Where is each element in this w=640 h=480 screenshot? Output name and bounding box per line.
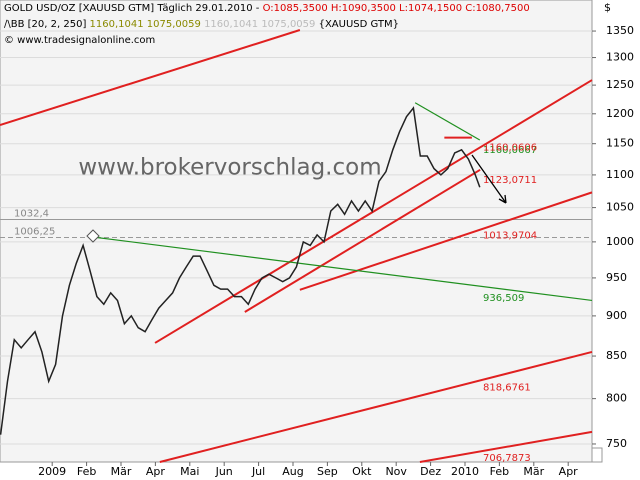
x-tick-label: 2010 — [451, 465, 479, 478]
y-tick-label: 750 — [606, 437, 627, 450]
trendline — [0, 29, 301, 126]
peak-marker — [86, 229, 100, 243]
y-tick-label: 1350 — [606, 24, 634, 37]
y-tick-label: 900 — [606, 309, 627, 322]
trendline — [419, 430, 593, 463]
y-tick-label: 1000 — [606, 235, 634, 248]
trendline-label: 1123,0711 — [483, 175, 537, 186]
y-tick-label: 1300 — [606, 51, 634, 64]
trendline — [159, 350, 593, 463]
trendline-label: 936,509 — [483, 293, 524, 304]
plot-layer: 1032,4 1006,25 1123,0711 1013,9704 818,6761 7… — [0, 29, 593, 464]
x-tick-label: Mär — [111, 465, 132, 478]
indicator-legend: ∕\BB [20, 2, 250] 1160,1041 1075,0059 11… — [4, 19, 399, 30]
y-tick-label: 1250 — [606, 78, 634, 91]
x-tick-label: Dez — [420, 465, 441, 478]
x-tick-label: Mai — [180, 465, 199, 478]
trendline-label: 1160,0667 — [483, 145, 537, 156]
currency-label: $ — [604, 1, 611, 14]
indicator-values: 1160,1041 1075,0059 — [90, 19, 201, 30]
trendline — [414, 102, 481, 141]
ohlc-text: O:1085,3500 H:1090,3500 L:1074,1500 C:10… — [263, 3, 530, 14]
trendline-label: 706,7873 — [483, 453, 531, 464]
x-tick-label: Sep — [317, 465, 338, 478]
x-tick-label: Mär — [523, 465, 544, 478]
chart-title: GOLD USD/OZ [XAUUSD GTM] Täglich 29.01.2… — [4, 3, 530, 14]
corner-box — [591, 447, 603, 463]
x-tick-label: Okt — [352, 465, 372, 478]
trendline — [92, 236, 593, 302]
x-tick-label: Aug — [282, 465, 303, 478]
x-tick-label: Nov — [385, 465, 407, 478]
y-tick-label: 1200 — [606, 107, 634, 120]
indicator-values: 1160,1041 1075,0059 — [204, 19, 315, 30]
level-label: 1032,4 — [14, 208, 49, 219]
source-text: © www.tradesignalonline.com — [4, 35, 155, 46]
trendline-label: 1013,9704 — [483, 231, 537, 242]
trendline — [299, 191, 593, 291]
plot-area — [0, 0, 593, 463]
x-tick-label: Feb — [77, 465, 96, 478]
y-tick-label: 1100 — [606, 168, 634, 181]
indicator-symbol: {XAUUSD GTM} — [319, 19, 399, 30]
trendline-label: 818,6761 — [483, 382, 531, 393]
y-tick-label: 800 — [606, 392, 627, 405]
trendline-label: 1160,0606 — [483, 143, 537, 154]
x-tick-label: 2009 — [38, 465, 66, 478]
trendline — [154, 79, 593, 344]
price-line — [0, 106, 481, 435]
indicator-name: BB [20, 2, 250] — [11, 19, 87, 30]
watermark: www.brokervorschlag.com — [78, 155, 381, 181]
trendline — [244, 168, 481, 313]
y-tick-label: 1150 — [606, 137, 634, 150]
y-tick-label: 850 — [606, 349, 627, 362]
x-tick-label: Jul — [251, 465, 265, 478]
y-tick-label: 950 — [606, 271, 627, 284]
x-tick-label: Apr — [559, 465, 579, 478]
x-tick-label: Apr — [146, 465, 166, 478]
forecast-arrow — [471, 154, 507, 204]
title-text: GOLD USD/OZ [XAUUSD GTM] Täglich 29.01.2… — [4, 3, 260, 14]
x-tick-label: Jun — [215, 465, 233, 478]
x-tick-label: Feb — [490, 465, 509, 478]
level-label: 1006,25 — [14, 226, 55, 237]
y-tick-label: 1050 — [606, 201, 634, 214]
